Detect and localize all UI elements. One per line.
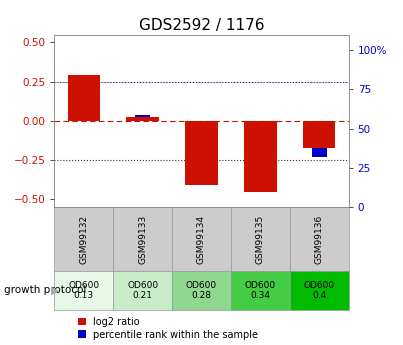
Bar [113,207,172,271]
Bar [54,271,113,310]
Bar [253,121,268,185]
Bar [290,207,349,271]
Bar [312,121,326,157]
Text: OD600
0.4: OD600 0.4 [303,280,335,300]
Legend: log2 ratio, percentile rank within the sample: log2 ratio, percentile rank within the s… [74,313,262,344]
Text: growth protocol: growth protocol [4,285,86,295]
Text: OD600
0.34: OD600 0.34 [245,280,276,300]
Bar [303,121,335,148]
Text: OD600
0.21: OD600 0.21 [127,280,158,300]
Bar [194,121,209,183]
Text: GSM99136: GSM99136 [315,215,324,264]
Bar [54,207,113,271]
Text: ▶: ▶ [51,285,60,295]
Text: OD600
0.28: OD600 0.28 [186,280,217,300]
Bar [231,207,290,271]
Title: GDS2592 / 1176: GDS2592 / 1176 [139,18,264,33]
Text: OD600
0.13: OD600 0.13 [68,280,100,300]
Text: GSM99135: GSM99135 [256,215,265,264]
Text: GSM99133: GSM99133 [138,215,147,264]
Bar [185,121,218,185]
Bar [172,207,231,271]
Bar [135,116,150,121]
Bar [290,271,349,310]
Bar [113,271,172,310]
Text: GSM99132: GSM99132 [79,215,88,264]
Bar [127,117,159,121]
Bar [77,80,91,121]
Text: GSM99134: GSM99134 [197,215,206,264]
Bar [172,271,231,310]
Bar [68,75,100,121]
Bar [244,121,276,193]
Bar [231,271,290,310]
